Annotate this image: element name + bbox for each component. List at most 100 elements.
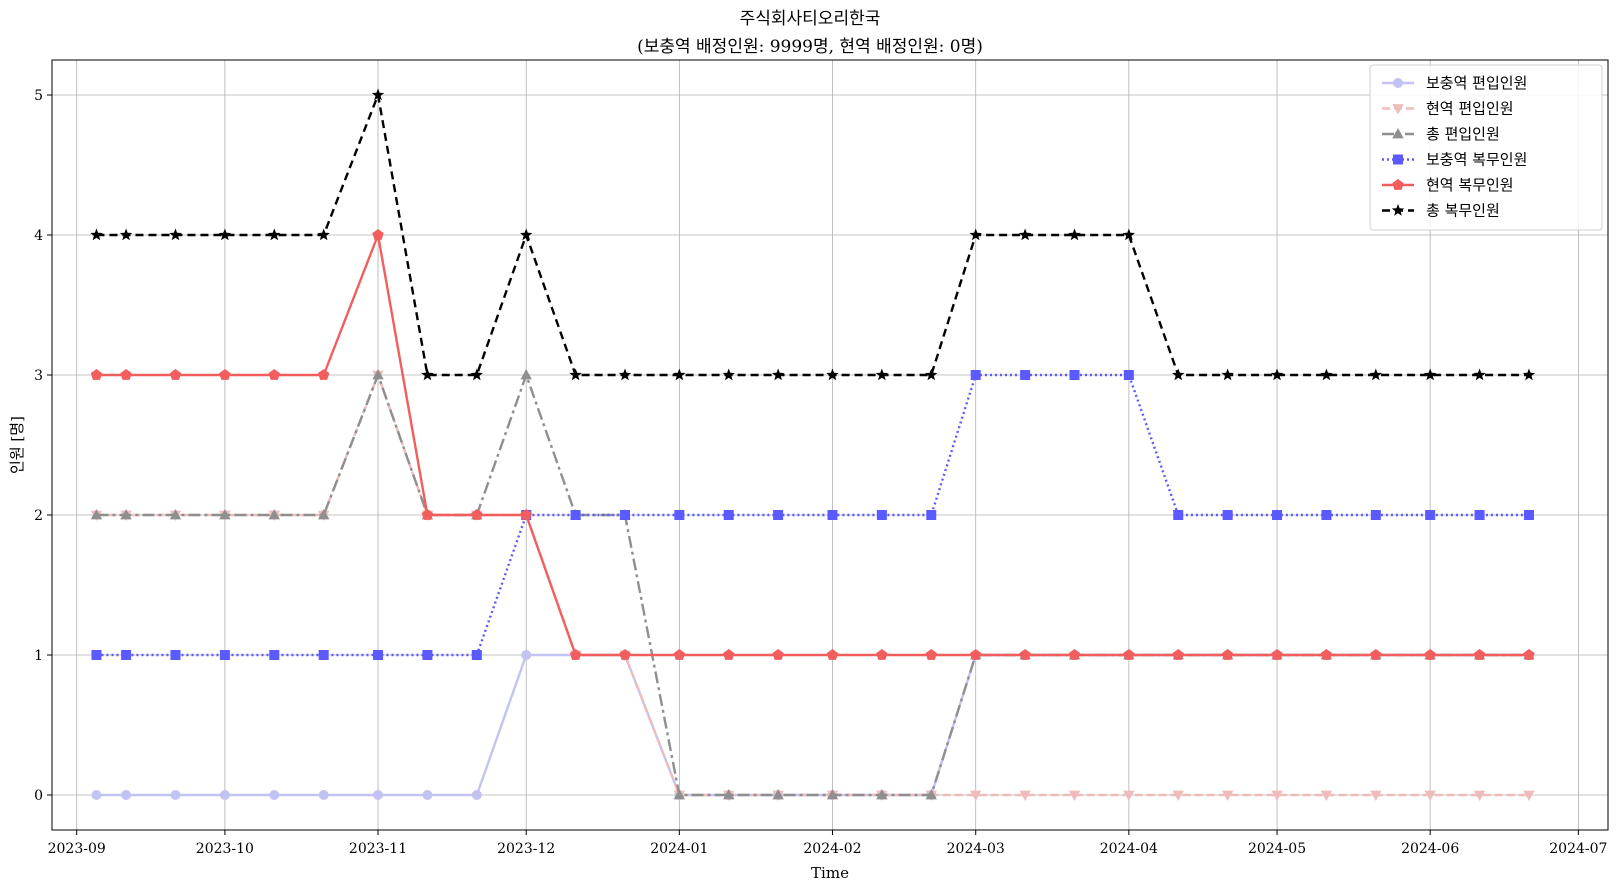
legend-item: 총 편입인원 [1382, 125, 1500, 143]
data-point [371, 88, 385, 101]
data-point [876, 510, 887, 520]
x-axis-label: Time [811, 864, 849, 882]
data-point [169, 228, 182, 241]
data-point [521, 650, 532, 660]
x-tick-label: 2023-10 [196, 841, 254, 857]
data-point [723, 649, 735, 660]
legend-swatch-marker [1392, 104, 1404, 115]
series-1 [91, 650, 1534, 800]
data-point [120, 369, 132, 380]
data-point [1068, 228, 1081, 241]
data-point [876, 649, 888, 660]
data-point [219, 369, 231, 380]
data-point [520, 509, 532, 520]
data-point [618, 368, 632, 381]
data-point [1222, 510, 1233, 520]
x-tick-label: 2023-11 [349, 841, 407, 857]
legend-swatch-marker [1393, 154, 1403, 165]
data-point [1069, 370, 1080, 380]
data-point [421, 368, 434, 381]
series-line [96, 373, 1529, 797]
y-tick-label: 1 [34, 648, 43, 664]
x-tick-label: 2023-09 [48, 841, 106, 857]
data-point [1523, 510, 1534, 520]
data-point [219, 650, 230, 660]
x-tick-label: 2024-01 [650, 841, 708, 857]
data-point [1271, 649, 1283, 660]
data-point [121, 650, 132, 660]
data-point [1019, 649, 1031, 660]
data-point [771, 368, 785, 381]
x-tick-label: 2024-05 [1248, 841, 1306, 857]
legend-label: 현역 편입인원 [1426, 100, 1514, 118]
data-point [170, 650, 181, 660]
data-point [1523, 649, 1535, 660]
legend-swatch-marker [1391, 204, 1405, 216]
y-tick-label: 3 [34, 368, 43, 384]
data-point [1424, 790, 1436, 801]
data-point [317, 228, 330, 241]
legend-box [1369, 64, 1603, 231]
data-point [268, 509, 280, 520]
data-point [1172, 368, 1185, 381]
x-tick-label: 2024-03 [947, 841, 1005, 857]
series-5 [90, 229, 1535, 660]
legend-swatch-marker [1392, 179, 1404, 190]
data-point [1018, 228, 1032, 241]
legend-label: 보충역 복무인원 [1426, 151, 1527, 169]
data-point [723, 510, 734, 520]
data-point [722, 368, 735, 381]
series-6 [90, 88, 1536, 381]
data-point [673, 649, 686, 660]
series-line [96, 233, 1529, 657]
data-point [1523, 790, 1535, 801]
data-point [169, 369, 182, 380]
data-point [674, 510, 685, 520]
data-point [875, 368, 889, 381]
data-point [826, 649, 839, 660]
data-point [520, 228, 533, 241]
legend-label: 보충역 편입인원 [1426, 74, 1527, 92]
data-point [1425, 510, 1436, 520]
data-point [1320, 368, 1333, 381]
data-point [673, 368, 686, 381]
data-point [826, 368, 839, 381]
data-point [925, 649, 937, 660]
data-point [1321, 510, 1332, 520]
legend-label: 총 복무인원 [1426, 202, 1500, 220]
data-point [373, 790, 384, 800]
x-tick-label: 2024-02 [803, 841, 861, 857]
y-axis-label: 인원 [명] [8, 416, 26, 474]
legend-item: 보충역 복무인원 [1382, 151, 1527, 169]
legend-item: 현역 편입인원 [1382, 100, 1514, 118]
data-point [1473, 649, 1486, 660]
data-point [1474, 510, 1485, 520]
legend-label: 총 편입인원 [1426, 125, 1500, 143]
data-point [318, 650, 329, 660]
data-point [520, 369, 532, 380]
data-point [926, 510, 937, 520]
data-point [121, 790, 132, 800]
data-point [1473, 790, 1486, 801]
data-point [1272, 510, 1283, 520]
data-point [620, 510, 631, 520]
data-point [91, 790, 102, 800]
legend-swatch-marker [1392, 128, 1404, 139]
series-line [96, 373, 1529, 797]
data-point [422, 650, 433, 660]
data-point [1068, 649, 1081, 660]
data-point [1369, 368, 1383, 381]
data-point [1123, 790, 1135, 801]
data-point [471, 790, 482, 800]
data-point [1019, 790, 1031, 801]
legend-item: 현역 복무인원 [1382, 176, 1514, 194]
data-point [1423, 368, 1437, 381]
data-point [422, 790, 433, 800]
data-point [1370, 510, 1381, 520]
data-point [318, 790, 329, 800]
data-point [1473, 368, 1486, 381]
data-point [773, 510, 784, 520]
